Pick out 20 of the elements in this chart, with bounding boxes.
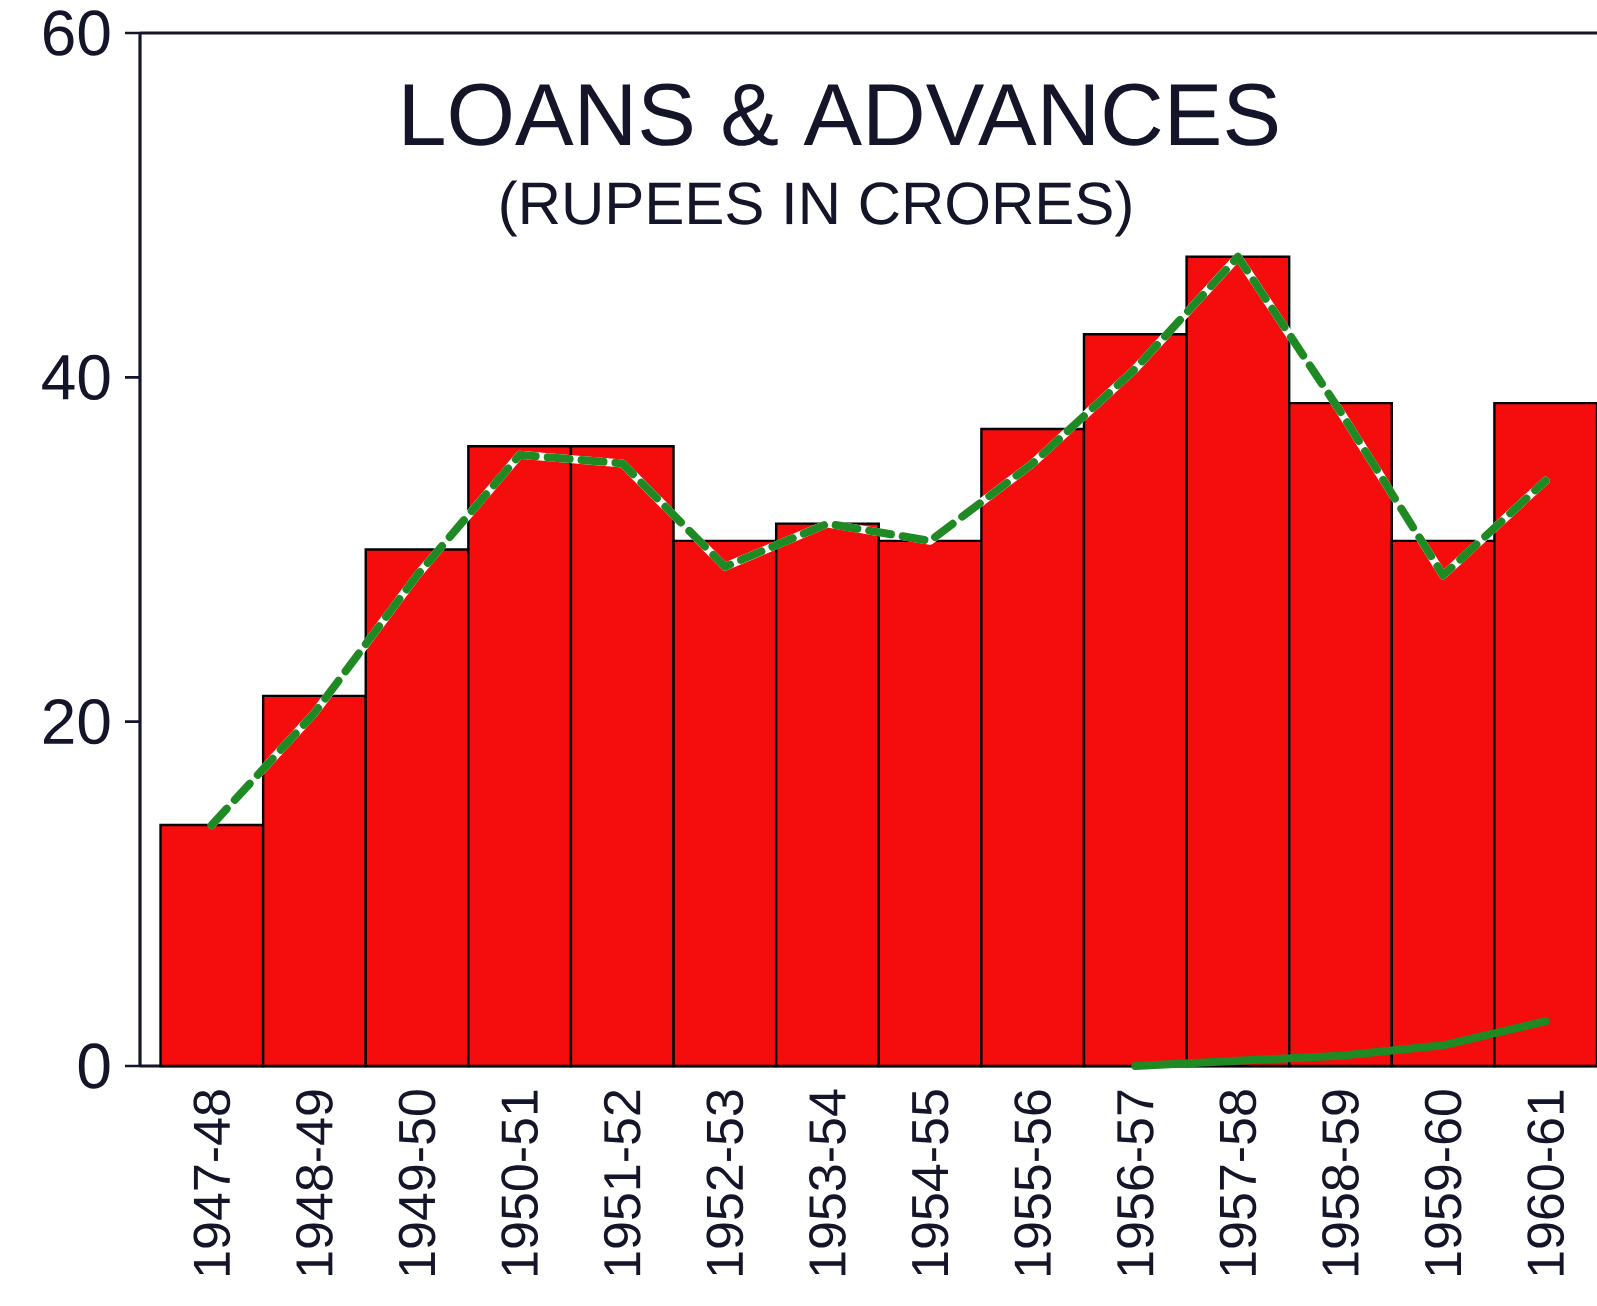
x-tick-label: 1956-57 (1116, 1090, 1154, 1275)
y-tick-label: 20 (43, 699, 110, 745)
x-tick-label: 1957-58 (1219, 1090, 1257, 1275)
x-tick-label: 1955-56 (1014, 1090, 1052, 1275)
x-tick-label: 1959-60 (1424, 1090, 1462, 1275)
x-tick-label: 1951-52 (603, 1090, 641, 1275)
x-tick-label: 1960-61 (1527, 1090, 1565, 1275)
x-tick-label: 1952-53 (706, 1090, 744, 1275)
text: (RUPEES IN CRORES) (501, 180, 1131, 237)
chart-title: LOANS & ADVANCES (404, 83, 1278, 146)
x-tick-label: 1954-55 (911, 1090, 949, 1275)
y-tick-label: 60 (44, 10, 110, 56)
y-tick-label: 40 (42, 354, 110, 400)
x-tick-label: 1947-48 (193, 1090, 231, 1275)
x-tick-label: 1950-51 (501, 1090, 539, 1275)
y-tick-label: 0 (78, 1043, 110, 1089)
x-tick-label: 1948-49 (296, 1090, 333, 1275)
x-tick-label: 1958-59 (1322, 1090, 1359, 1275)
x-tick-label: 1953-54 (809, 1089, 846, 1275)
x-tick-label: 1949-50 (398, 1090, 436, 1275)
